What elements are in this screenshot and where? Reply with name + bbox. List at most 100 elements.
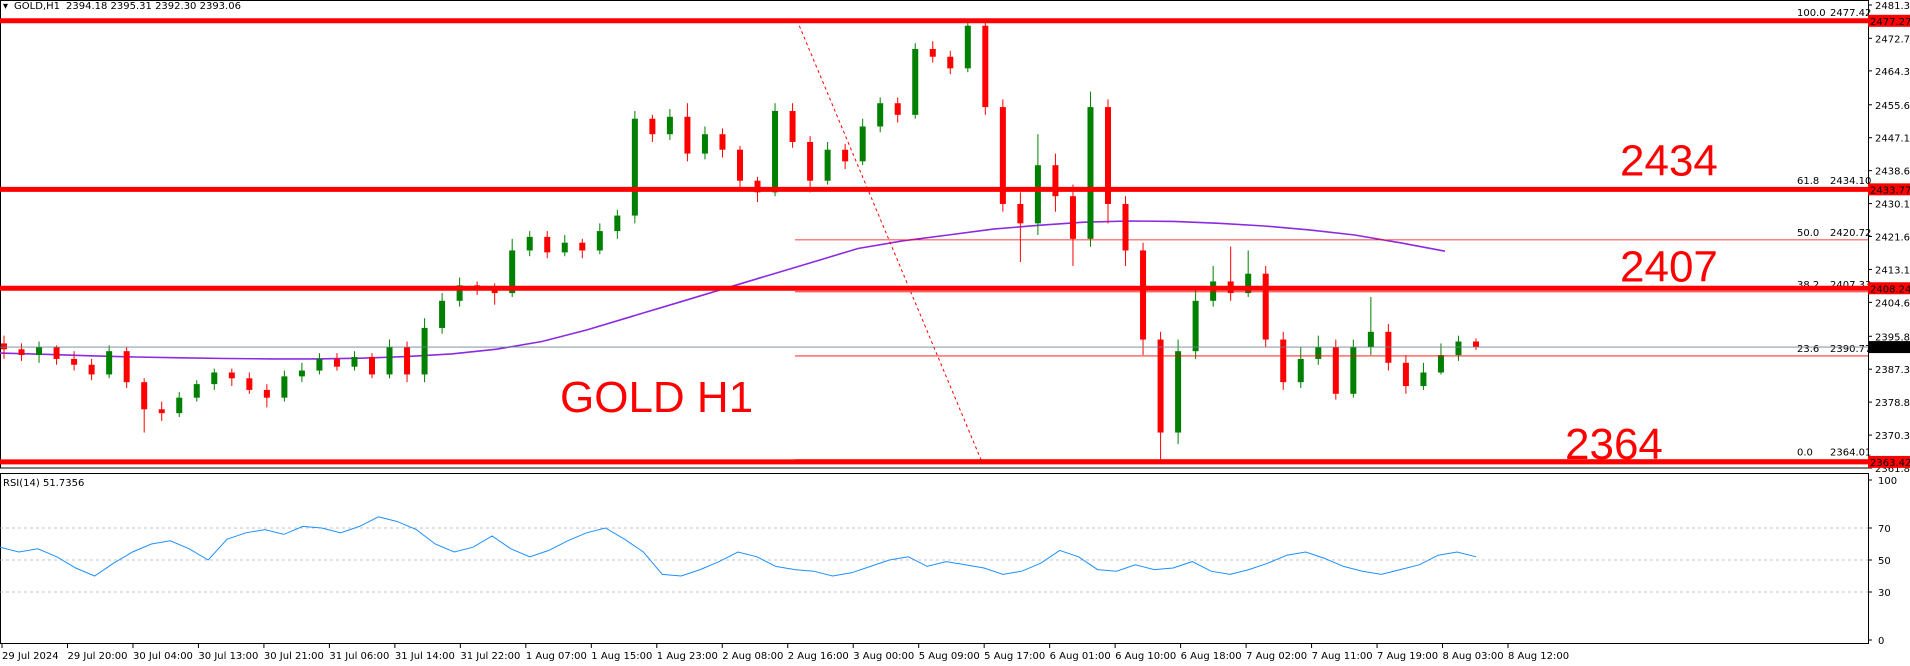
price-tag-box <box>1868 455 1910 468</box>
price-tag-label: 2408.24 <box>1870 284 1910 295</box>
fib-ratio-label: 100.0 <box>1797 8 1826 19</box>
candle-body <box>824 149 831 181</box>
candle-body <box>999 107 1006 204</box>
time-tick-label: 29 Jul 2024 <box>2 651 59 662</box>
candle-body <box>929 48 936 57</box>
time-tick-label: 30 Jul 21:00 <box>264 651 324 662</box>
candle-body <box>649 118 656 135</box>
candle-body <box>404 347 411 375</box>
level-label-2434: 2434 <box>1620 136 1718 185</box>
rsi-tick-label: 100 <box>1878 476 1897 487</box>
candle-body <box>53 347 60 359</box>
time-tick-label: 7 Aug 19:00 <box>1377 651 1438 662</box>
ohlc-header: 2394.18 2395.31 2392.30 2393.06 <box>66 1 241 12</box>
time-tick-label: 7 Aug 02:00 <box>1246 651 1307 662</box>
candle-body <box>36 347 43 356</box>
candle-body <box>1437 355 1444 373</box>
candle-body <box>18 349 25 356</box>
candle-body <box>298 370 305 377</box>
price-tag-box <box>1868 183 1910 196</box>
candle-body <box>176 397 183 414</box>
fib-ratio-label: 61.8 <box>1797 176 1819 187</box>
time-tick-label: 6 Aug 18:00 <box>1181 651 1242 662</box>
candle-body <box>1034 165 1041 224</box>
candle-body <box>561 242 568 253</box>
candle-body <box>1052 165 1059 197</box>
candle-body <box>754 180 761 193</box>
candle-body <box>719 134 726 150</box>
time-tick-label: 30 Jul 13:00 <box>198 651 258 662</box>
fib-price-label: 2477.42 <box>1830 8 1871 19</box>
candle-body <box>526 236 533 251</box>
time-tick-label: 7 Aug 11:00 <box>1312 651 1373 662</box>
fib-ratio-label: 23.6 <box>1797 344 1819 355</box>
time-tick-label: 31 Jul 22:00 <box>460 651 520 662</box>
candle-body <box>439 300 446 328</box>
time-tick-label: 1 Aug 07:00 <box>526 651 587 662</box>
symbol-header: GOLD,H1 <box>14 1 60 12</box>
candle-body <box>701 134 708 154</box>
time-tick-label: 2 Aug 16:00 <box>788 651 849 662</box>
price-tag-box <box>1868 14 1910 27</box>
candle-body <box>281 376 288 398</box>
price-tag-label: 2433.77 <box>1870 185 1910 196</box>
level-label-2364: 2364 <box>1565 420 1663 469</box>
price-pane-frame <box>0 0 1869 469</box>
candle-body <box>964 25 971 69</box>
candle-body <box>1087 107 1094 239</box>
price-tick-label: 2413.10 <box>1875 265 1910 276</box>
candle-body <box>1315 347 1322 359</box>
candle-body <box>1140 250 1147 340</box>
candle-body <box>1210 281 1217 301</box>
time-tick-label: 8 Aug 03:00 <box>1443 651 1504 662</box>
candle-body <box>1367 331 1374 348</box>
candle-body <box>1192 300 1199 352</box>
price-tick-label: 2455.60 <box>1875 101 1910 112</box>
rsi-tick-label: 30 <box>1878 588 1891 599</box>
candle-body <box>1280 339 1287 383</box>
candle-body <box>807 141 814 181</box>
price-pane[interactable]: 2481.35 2472.75 2464.35 2455.60 2447.10 2438.… <box>0 0 1910 476</box>
candle-body <box>1245 273 1252 294</box>
price-tick-label: 2361.85 <box>1875 464 1910 475</box>
time-tick-label: 6 Aug 10:00 <box>1115 651 1176 662</box>
time-tick-label: 31 Jul 06:00 <box>329 651 389 662</box>
price-tag-label: 2393.06 <box>1870 343 1910 354</box>
candle-body <box>1420 372 1427 387</box>
candle-body <box>1455 341 1462 356</box>
candle-body <box>1473 341 1479 347</box>
candle-body <box>859 126 866 162</box>
price-tag-label: 2363.42 <box>1870 458 1910 469</box>
candle-body <box>456 285 463 301</box>
candle-body <box>1157 339 1164 433</box>
candle-body <box>386 347 393 375</box>
time-tick-label: 29 Jul 20:00 <box>67 651 127 662</box>
chart-title: GOLD H1 <box>560 373 753 422</box>
price-tick-label: 2387.35 <box>1875 365 1910 376</box>
time-tick-label: 30 Jul 04:00 <box>133 651 193 662</box>
fib-price-label: 2364.01 <box>1830 448 1871 459</box>
fib-diagonal-line <box>796 20 982 460</box>
time-tick-label: 8 Aug 12:00 <box>1508 651 1569 662</box>
candle-body <box>71 358 78 365</box>
candle-body <box>684 116 691 154</box>
fib-price-label: 2390.77 <box>1830 344 1871 355</box>
rsi-header: RSI(14) 51.7356 <box>3 478 84 489</box>
chart-menu-arrow-icon[interactable]: ▾ <box>3 1 8 12</box>
candle-body <box>211 372 218 385</box>
time-axis: 29 Jul 2024 29 Jul 20:00 30 Jul 04:00 30 Ju… <box>1 644 1569 662</box>
candle-body <box>1069 196 1076 239</box>
candle-body <box>88 364 95 375</box>
time-tick-label: 3 Aug 00:00 <box>853 651 914 662</box>
rsi-pane[interactable]: 100 70 50 30 0 <box>0 473 1897 648</box>
price-tick-label: 2421.60 <box>1875 233 1910 244</box>
candle-body <box>982 25 989 108</box>
candle-body <box>877 103 884 127</box>
candle-body <box>579 242 586 251</box>
candle-body <box>1122 203 1129 251</box>
price-tag-box <box>1868 341 1910 354</box>
candle-body <box>193 384 200 398</box>
candle-body <box>316 358 323 371</box>
price-tick-label: 2472.75 <box>1875 34 1910 45</box>
